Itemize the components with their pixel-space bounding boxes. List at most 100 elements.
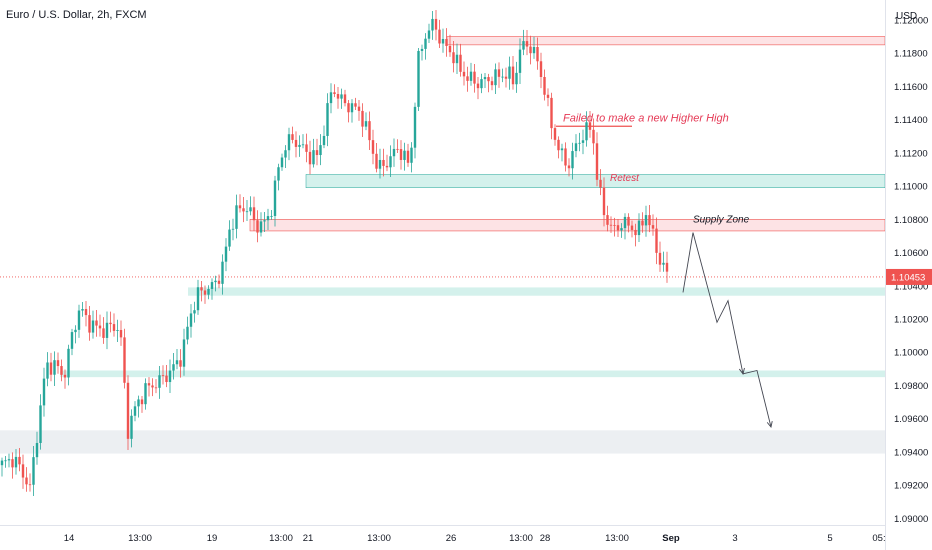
candle-body [574,143,578,152]
candle-body [641,220,644,226]
candle [578,132,581,152]
candle-body [116,330,119,331]
candle-body [494,69,497,86]
candle [116,319,119,343]
candle-body [476,83,480,89]
candle [641,212,644,233]
candle [501,68,504,83]
candle [529,35,532,65]
candle [217,274,221,289]
candle [644,205,648,237]
candle-body [179,360,182,367]
time-tick-label: 13:00 [128,533,152,544]
candle-body [14,456,18,468]
candle [32,445,35,497]
candle-body [266,216,270,221]
candle-body [305,144,308,152]
candle [277,163,280,191]
candle-body [56,360,60,367]
candle-body [434,18,438,30]
candle-body [592,129,595,144]
candle [98,314,102,337]
candle-body [322,135,326,146]
candle-body [312,150,315,165]
candle [161,365,165,385]
candle [637,213,641,243]
projection-line [682,232,772,428]
candle-body [245,211,249,213]
candle [196,279,200,315]
currency-label[interactable]: USD [896,11,918,22]
candle [18,448,21,472]
candle [347,99,350,123]
candle [476,77,480,100]
candle-body [95,320,98,326]
candle [662,251,665,272]
candle [606,205,609,232]
candle-body [648,215,651,226]
projection-layer [682,232,773,428]
candle [651,214,655,236]
candle-body [70,332,74,349]
candle [588,111,592,138]
candle [35,431,39,465]
candle [487,73,490,93]
candle [564,142,567,172]
candle [186,316,189,345]
price-tick-label: 1.11600 [894,82,928,93]
candle-body [88,315,91,333]
candle [308,140,312,175]
price-axis[interactable]: 1.12000 1.11800 1.11600 1.11400 1.11200 1.110… [886,15,932,525]
candle-body [7,459,11,461]
candle [385,154,389,172]
candle [130,409,133,448]
candle-body [228,229,231,247]
candle-body [102,328,105,338]
candle [413,102,417,159]
candle-body [564,148,567,166]
candle-body [294,139,298,147]
projection-arrowhead [738,367,745,375]
candle [445,28,448,57]
candle [585,111,588,147]
time-tick-label: Sep [662,533,680,544]
candle-body [105,322,109,338]
candle [648,204,651,233]
candle-body [525,41,529,47]
candle-body [287,134,291,151]
candle-body [504,76,508,79]
candle [193,301,196,323]
candle-body [319,145,322,156]
time-axis[interactable]: 14 13:00 19 13:00 21 13:00 26 13:00 28 13:00 Sep 3 5… [64,533,886,544]
time-axis-separator [0,525,885,526]
candle [378,148,382,179]
candle [417,47,420,112]
price-tick-label: 1.09400 [894,447,928,458]
candle [557,136,560,159]
candle-body [557,139,560,151]
candle-body [25,477,28,485]
candle-body [441,38,445,44]
candle-body [151,385,154,388]
candle-body [301,144,305,146]
candle [144,378,147,410]
candle [266,208,270,230]
price-tick-label: 1.09000 [894,514,928,525]
candle [200,281,203,302]
candle-body [137,399,140,407]
candle [168,359,172,394]
candle-body [483,77,487,80]
candle [462,61,466,86]
candle [431,11,434,40]
candle [88,306,91,341]
candle-body [175,360,179,365]
candle [172,352,175,380]
annotation-2: Supply Zone [693,215,750,226]
candle [49,352,53,382]
candle [560,143,564,162]
candle-body [658,252,662,265]
candle [242,197,245,223]
candle [270,209,273,220]
candle-body [130,415,133,439]
